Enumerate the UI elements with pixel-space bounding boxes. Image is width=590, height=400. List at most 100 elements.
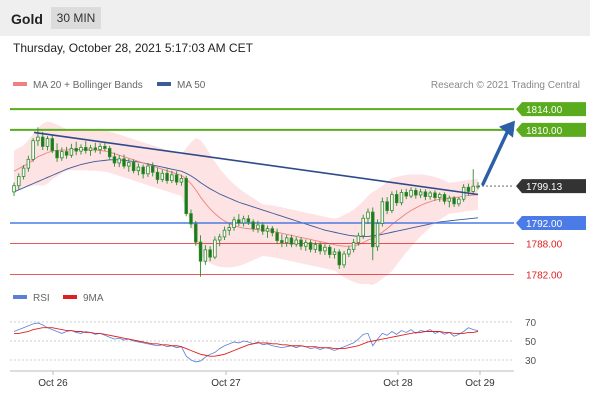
legend-rsi-label: RSI (33, 293, 50, 304)
candle-body (294, 239, 298, 245)
candle-body (241, 218, 246, 224)
candle-body (466, 186, 471, 192)
candle-body (151, 165, 155, 173)
candle-body (270, 228, 275, 234)
header-bar: Gold 30 MIN (0, 0, 590, 36)
candle-body (380, 201, 385, 224)
candle-body (394, 194, 399, 204)
candle-body (26, 158, 31, 169)
level-tag-1814.00 (516, 102, 586, 117)
level-label-1814.00: 1814.00 (526, 105, 563, 116)
candle-body (55, 150, 59, 159)
candle-body (361, 217, 365, 237)
candle-body (399, 192, 404, 204)
legend-9ma-swatch (63, 295, 77, 300)
candle-body (256, 224, 260, 230)
legend-ma20-label: MA 20 + Bollinger Bands (33, 80, 143, 91)
x-tick-label: Oct 26 (38, 378, 68, 389)
candle-body (332, 251, 337, 255)
candle-body (217, 236, 222, 241)
rsi-level-label-50: 50 (525, 337, 537, 348)
candle-body (390, 194, 394, 211)
legend-ma50-label: MA 50 (177, 80, 206, 91)
candle-body (351, 242, 356, 250)
candle-body (414, 189, 418, 196)
level-label-1810.00: 1810.00 (526, 126, 563, 137)
candle-body (447, 197, 452, 202)
candle-body (103, 146, 107, 149)
candle-body (438, 194, 442, 199)
timestamp: Thursday, October 28, 2021 5:17:03 AM CE… (13, 41, 253, 55)
candle-body (198, 241, 203, 262)
legend-ma20-swatch (13, 82, 27, 87)
candle-body (261, 224, 265, 232)
candle-body (127, 162, 131, 167)
candle-body (17, 175, 21, 187)
legend-rsi-swatch (13, 295, 27, 300)
level-tag-1810.00 (516, 122, 586, 137)
candle-body (117, 158, 121, 164)
candle-body (304, 242, 308, 247)
candle-body (471, 185, 475, 192)
candle-body (107, 148, 112, 158)
candle-body (318, 244, 322, 252)
candle-body (251, 221, 255, 230)
level-label-1792.00: 1792.00 (526, 219, 563, 230)
candle-body (275, 232, 279, 241)
candle-body (323, 246, 327, 252)
candle-body (222, 229, 227, 238)
legend-ma50: MA 50 (157, 80, 205, 91)
candle-body (457, 198, 461, 205)
candle-body (313, 244, 318, 250)
rsi-level-label-30: 30 (525, 356, 537, 367)
candle-body (98, 146, 102, 150)
candle-body (60, 151, 64, 159)
candle-body (337, 251, 341, 266)
candle-body (88, 147, 93, 151)
candle-body (227, 227, 231, 231)
candle-body (165, 172, 169, 181)
legend-9ma-label: 9MA (83, 293, 104, 304)
trendline (33, 131, 479, 196)
candle-body (433, 192, 437, 199)
candle-body (356, 235, 361, 243)
candle-body (452, 197, 456, 205)
candle-body (79, 147, 83, 152)
timeframe-button[interactable]: 30 MIN (51, 7, 101, 29)
legend-ma50-swatch (157, 82, 171, 87)
candle-body (347, 248, 351, 255)
legend-rsi: RSI (13, 293, 50, 304)
candle-body (160, 172, 165, 180)
candle-body (366, 211, 370, 219)
candle-body (404, 192, 408, 197)
candle-body (265, 228, 270, 232)
candle-body (375, 223, 380, 248)
candle-body (131, 162, 136, 172)
candle-body (189, 213, 193, 225)
candle-body (442, 194, 447, 202)
candle-body (12, 185, 16, 193)
level-label-1782.00: 1782.00 (526, 271, 563, 282)
candle-body (385, 201, 389, 211)
candle-body (31, 140, 35, 160)
legend-ma20: MA 20 + Bollinger Bands (13, 80, 143, 91)
candle-body (50, 138, 54, 151)
candle-body (136, 166, 141, 172)
last-price-tag (516, 179, 586, 194)
candle-body (371, 211, 375, 248)
candle-body (141, 166, 145, 175)
candle-body (428, 192, 432, 197)
rsi-ma9-line (14, 327, 479, 357)
candle-body (179, 178, 184, 183)
projection-arrow-shaft (481, 130, 509, 186)
candle-body (146, 165, 150, 175)
x-tick-label: Oct 27 (211, 378, 241, 389)
x-tick-label: Oct 28 (383, 378, 413, 389)
candle-body (36, 136, 40, 142)
candle-body (155, 171, 160, 180)
candle-body (246, 218, 251, 223)
candle-body (213, 239, 217, 258)
projection-arrow-head (499, 120, 515, 138)
instrument-title: Gold (11, 11, 43, 27)
